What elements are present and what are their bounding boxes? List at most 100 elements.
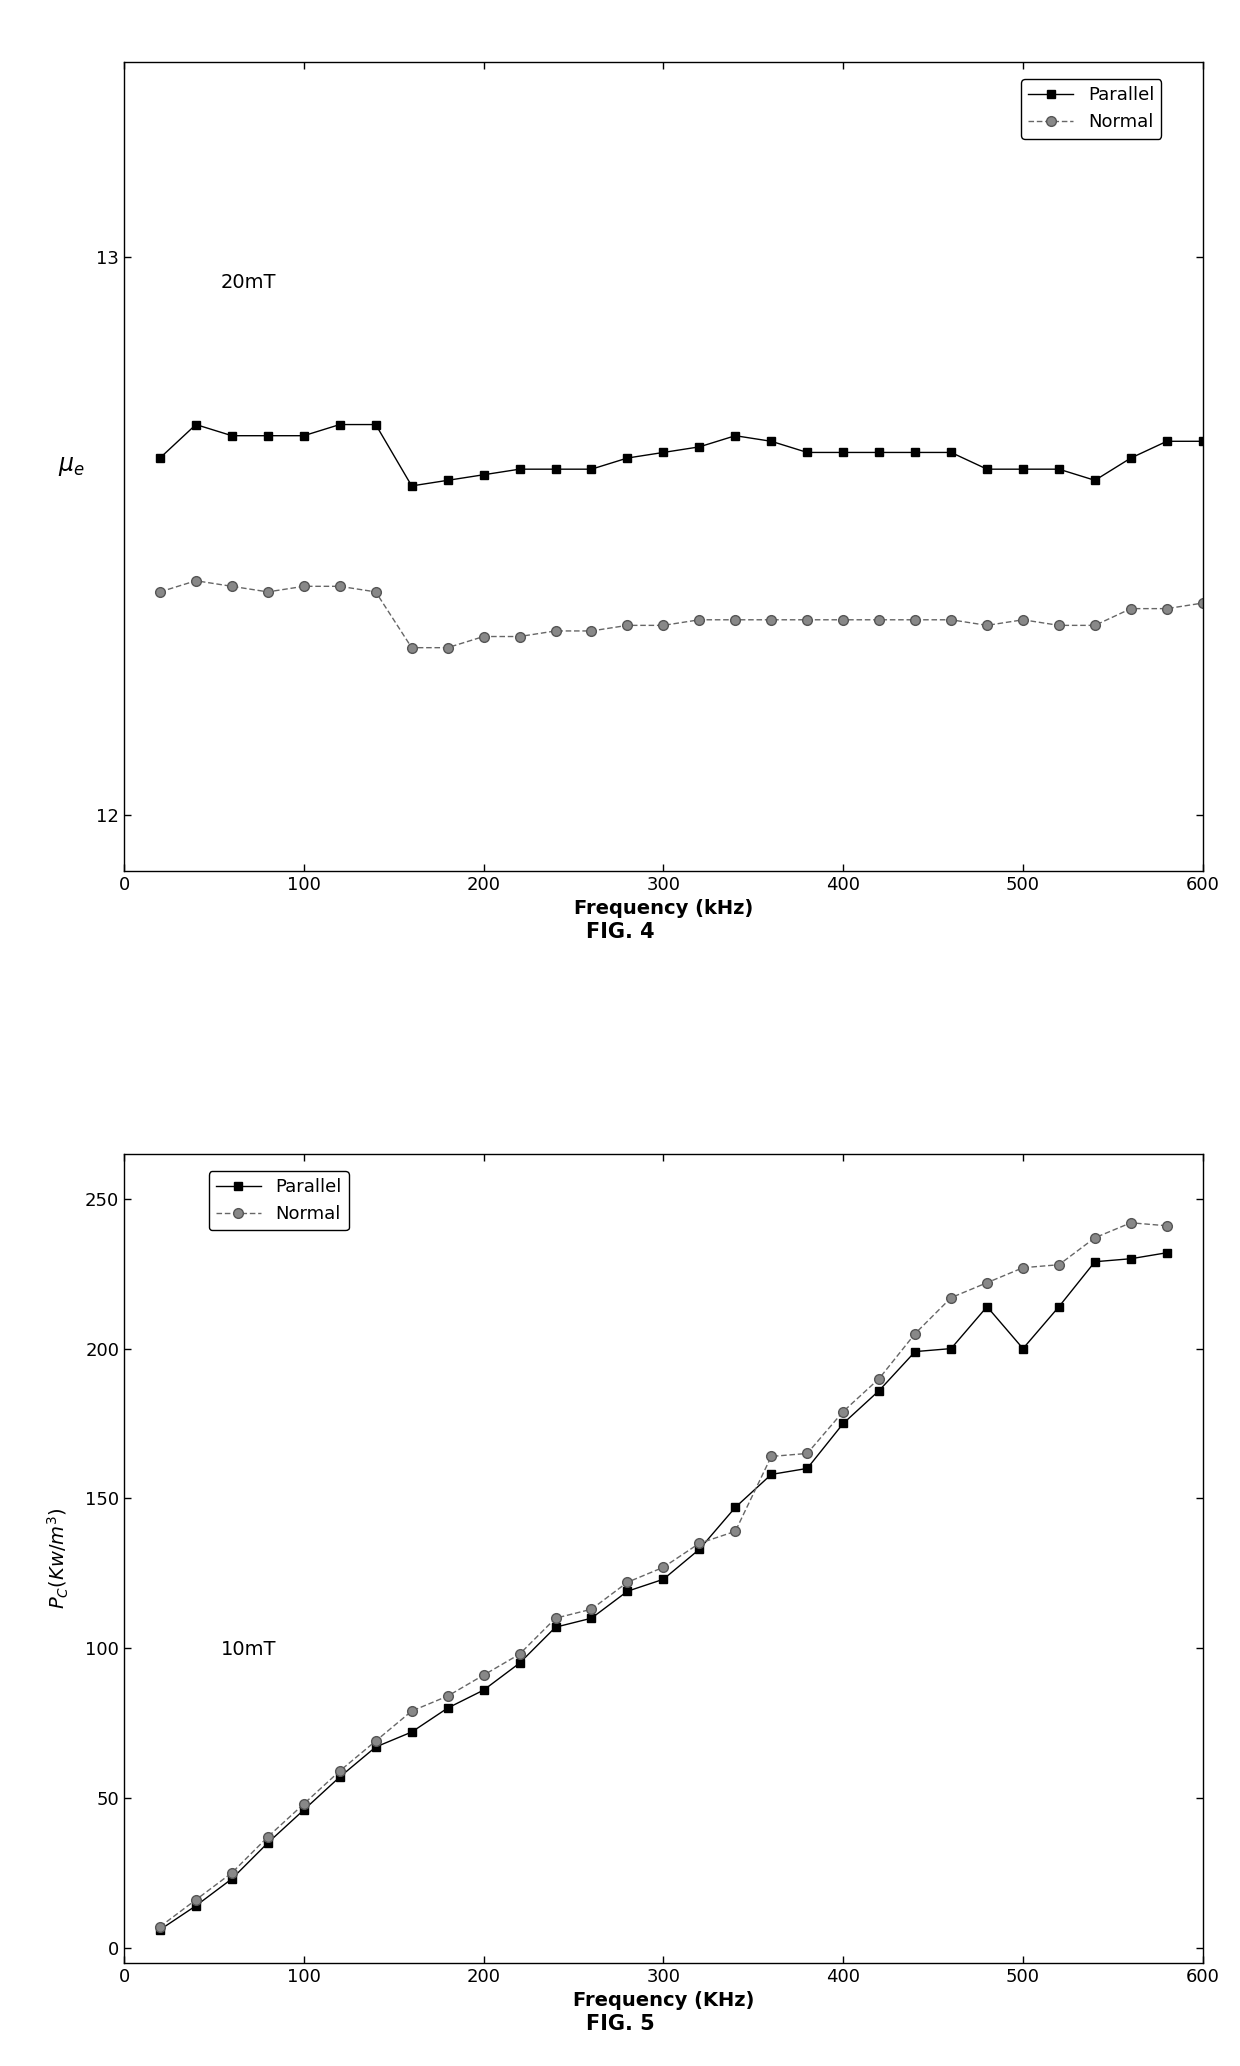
Normal — [1016, 607, 1030, 632]
Normal — [836, 1399, 851, 1423]
Normal — [153, 1915, 167, 1940]
Parallel — [584, 457, 599, 481]
Normal — [584, 618, 599, 643]
Normal — [404, 634, 419, 659]
Parallel — [332, 411, 347, 436]
Parallel — [404, 473, 419, 498]
Parallel — [368, 1735, 383, 1760]
Normal — [332, 574, 347, 599]
Parallel — [153, 446, 167, 471]
Normal — [1123, 597, 1138, 622]
X-axis label: Frequency (kHz): Frequency (kHz) — [574, 899, 753, 917]
Parallel — [800, 1457, 815, 1481]
Normal — [1159, 597, 1174, 622]
Normal — [548, 1605, 563, 1630]
Normal — [944, 1285, 959, 1310]
Normal — [800, 607, 815, 632]
Normal — [440, 1684, 455, 1709]
Parallel — [440, 467, 455, 492]
Parallel — [764, 430, 779, 455]
Normal — [872, 607, 887, 632]
Parallel — [692, 1537, 707, 1562]
Normal — [584, 1597, 599, 1622]
Y-axis label: $P_C(Kw/m^3)$: $P_C(Kw/m^3)$ — [46, 1508, 71, 1609]
Normal — [224, 1861, 239, 1886]
Parallel — [296, 424, 311, 448]
Normal — [440, 634, 455, 659]
Normal — [620, 1570, 635, 1595]
Normal — [296, 574, 311, 599]
Parallel — [872, 1378, 887, 1403]
Parallel — [404, 1719, 419, 1744]
Normal — [728, 1519, 743, 1543]
Parallel — [944, 1337, 959, 1361]
Y-axis label: $\mu_e$: $\mu_e$ — [58, 455, 84, 479]
Normal — [476, 1663, 491, 1688]
Parallel — [476, 463, 491, 488]
Parallel — [872, 440, 887, 465]
Parallel — [188, 411, 203, 436]
Parallel — [1195, 430, 1210, 455]
Normal — [692, 607, 707, 632]
Normal — [1052, 614, 1066, 638]
Parallel — [1016, 457, 1030, 481]
Legend: Parallel, Normal: Parallel, Normal — [1021, 79, 1162, 138]
Normal — [980, 1271, 994, 1295]
Normal — [1016, 1256, 1030, 1281]
Parallel — [1123, 446, 1138, 471]
Text: FIG. 4: FIG. 4 — [585, 921, 655, 942]
Parallel — [368, 411, 383, 436]
Parallel — [584, 1605, 599, 1630]
Normal — [1087, 614, 1102, 638]
Parallel — [224, 1866, 239, 1890]
Parallel — [1123, 1246, 1138, 1271]
Normal — [188, 568, 203, 593]
Normal — [260, 1824, 275, 1849]
Line: Normal: Normal — [155, 1219, 1172, 1932]
Parallel — [224, 424, 239, 448]
Normal — [692, 1531, 707, 1556]
Normal — [1159, 1213, 1174, 1238]
Normal — [764, 1444, 779, 1469]
Text: 10mT: 10mT — [221, 1640, 277, 1659]
Normal — [260, 578, 275, 603]
Parallel — [944, 440, 959, 465]
Parallel — [296, 1797, 311, 1822]
Parallel — [260, 1830, 275, 1855]
Parallel — [512, 457, 527, 481]
Parallel — [728, 1496, 743, 1521]
Normal — [1052, 1252, 1066, 1277]
Normal — [656, 1556, 671, 1580]
Normal — [512, 624, 527, 649]
Parallel — [1087, 1250, 1102, 1275]
Normal — [836, 607, 851, 632]
Normal — [944, 607, 959, 632]
Parallel — [1159, 430, 1174, 455]
Parallel — [692, 434, 707, 459]
Normal — [188, 1888, 203, 1913]
Parallel — [836, 1411, 851, 1436]
Parallel — [548, 457, 563, 481]
Parallel — [620, 446, 635, 471]
Normal — [908, 1322, 923, 1347]
Parallel — [980, 457, 994, 481]
Parallel — [260, 424, 275, 448]
Parallel — [1052, 1293, 1066, 1318]
Legend: Parallel, Normal: Parallel, Normal — [208, 1171, 348, 1231]
Normal — [980, 614, 994, 638]
Parallel — [908, 440, 923, 465]
Normal — [728, 607, 743, 632]
Parallel — [728, 424, 743, 448]
Parallel — [1159, 1240, 1174, 1264]
Normal — [512, 1642, 527, 1667]
Normal — [1195, 591, 1210, 616]
Parallel — [656, 1566, 671, 1591]
Parallel — [908, 1339, 923, 1364]
Parallel — [153, 1917, 167, 1942]
Parallel — [1087, 467, 1102, 492]
Normal — [656, 614, 671, 638]
Normal — [332, 1758, 347, 1783]
Parallel — [512, 1651, 527, 1676]
Text: 20mT: 20mT — [221, 273, 277, 293]
Normal — [296, 1791, 311, 1816]
